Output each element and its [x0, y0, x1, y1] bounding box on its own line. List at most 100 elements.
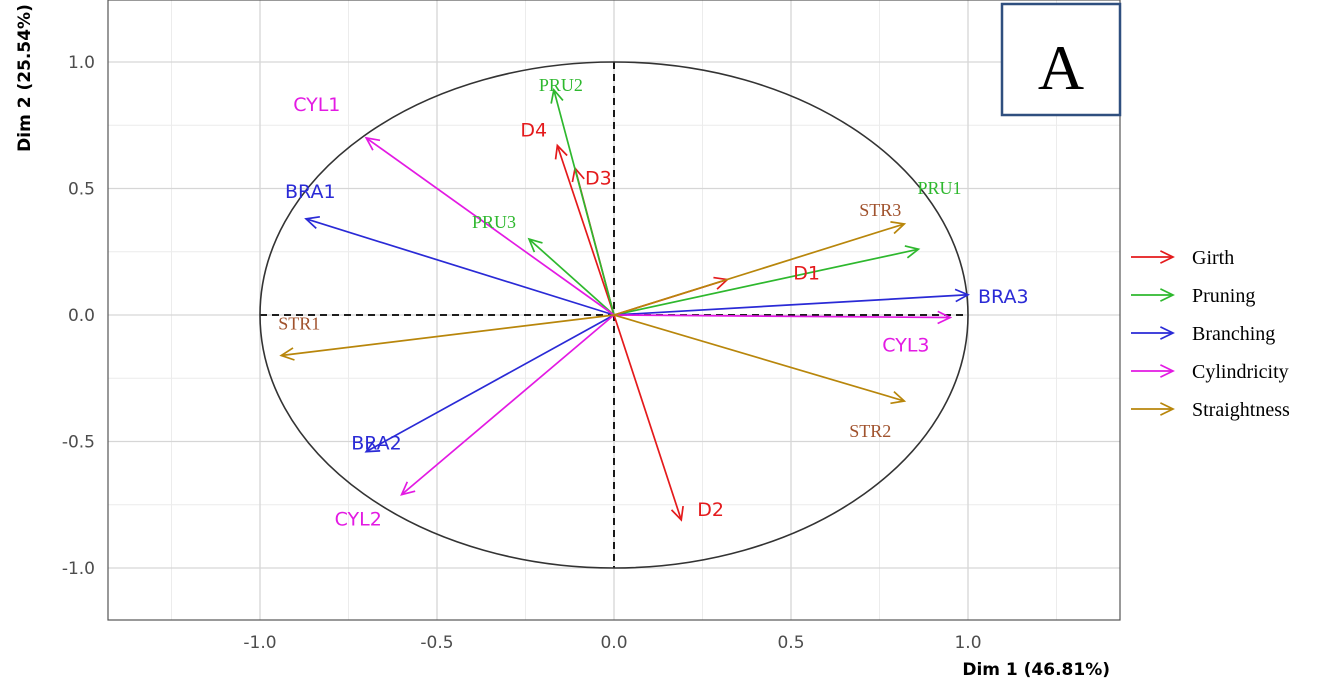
variable-label: BRA1 [285, 181, 336, 203]
arrow-bra1-head [304, 215, 320, 230]
y-axis-title: Dim 2 (25.54%) [15, 4, 35, 152]
arrow-bra2-shaft [365, 314, 615, 453]
legend-label: Branching [1192, 323, 1275, 345]
variable-label: CYL1 [293, 94, 340, 116]
variable-label: CYL2 [335, 509, 382, 531]
legend-key-girth [1131, 250, 1175, 264]
x-axis-title: Dim 1 (46.81%) [962, 660, 1110, 680]
arrow-str3-shaft [613, 223, 905, 316]
variable-label: PRU1 [917, 178, 961, 198]
arrow-cyl2-head [400, 481, 416, 496]
y-tick-label: 0.5 [68, 180, 95, 200]
arrow-pru3-shaft [528, 238, 615, 316]
arrow-cyl1-shaft [365, 137, 615, 316]
variable-label: CYL3 [882, 335, 929, 357]
arrow-bra1 [304, 215, 615, 316]
arrow-str1-shaft [281, 314, 615, 357]
panel-label-box: A [1000, 2, 1122, 117]
variable-label: D1 [793, 263, 820, 285]
variable-label: BRA2 [351, 433, 402, 455]
arrow-cyl3-head [937, 310, 953, 325]
arrow-pru3 [527, 237, 615, 316]
arrow-pru3-head [527, 237, 543, 253]
panel-label: A [1038, 32, 1084, 103]
legend-key-pruning-head [1160, 288, 1175, 302]
variable-label: PRU2 [539, 75, 583, 95]
y-tick-labels: -1.0 -0.5 0.0 0.5 1.0 [62, 53, 95, 579]
arrow-d2-head [670, 505, 684, 522]
variable-label: D2 [697, 499, 724, 521]
legend-item-girth: Girth [1131, 247, 1234, 269]
legend-item-straightness: Straightness [1131, 399, 1290, 421]
arrow-cyl3-shaft [613, 314, 951, 319]
arrow-str3 [613, 221, 907, 316]
variable-label: STR3 [859, 200, 901, 220]
arrow-str3-head [890, 221, 907, 235]
arrow-pru1 [613, 245, 921, 316]
arrow-bra1-shaft [305, 218, 615, 316]
legend-label: Pruning [1192, 285, 1255, 307]
arrow-bra2 [364, 314, 615, 453]
legend-item-cylindricity: Cylindricity [1131, 361, 1289, 383]
legend-item-branching: Branching [1131, 323, 1275, 345]
arrow-cyl3 [613, 310, 953, 325]
legend-label: Girth [1192, 247, 1234, 269]
variable-labels: D1 D2 D3 D4 PRU1 PRU2 PRU3 BRA1 BRA2 BRA3 CYL1 CYL2… [278, 75, 1028, 531]
arrow-str2-head [890, 390, 907, 405]
arrow-bra2-head [364, 439, 381, 453]
arrow-bra3-head [954, 288, 970, 303]
plot-border [107, 0, 1121, 621]
x-tick-label: -0.5 [420, 633, 453, 653]
arrow-bra3-shaft [613, 293, 969, 316]
y-tick-label: 1.0 [68, 53, 95, 73]
arrow-bra3 [613, 288, 970, 316]
arrow-d2-shaft [613, 314, 683, 521]
x-tick-label: 0.5 [777, 633, 804, 653]
arrow-pru2 [550, 87, 615, 316]
arrow-pru1-head [904, 245, 921, 259]
variable-arrows [279, 87, 970, 522]
arrow-d4 [554, 143, 615, 316]
variable-label: D3 [585, 167, 612, 189]
x-tick-labels: -1.0 -0.5 0.0 0.5 1.0 [243, 633, 981, 653]
legend-label: Cylindricity [1192, 361, 1289, 383]
legend-key-branching-head [1160, 326, 1175, 340]
arrow-str2-shaft [613, 314, 905, 402]
legend-item-pruning: Pruning [1131, 285, 1255, 307]
x-tick-label: -1.0 [243, 633, 276, 653]
arrow-cyl2-shaft [401, 314, 615, 496]
variable-label: D4 [520, 119, 547, 141]
legend-key-pruning [1131, 288, 1175, 302]
legend-key-straightness-head [1160, 402, 1175, 416]
legend-key-straightness [1131, 402, 1175, 416]
y-tick-label: 0.0 [68, 306, 95, 326]
legend-key-branching [1131, 326, 1175, 340]
arrow-str2 [613, 314, 907, 405]
legend-key-cylindricity [1131, 364, 1175, 378]
legend-key-girth-head [1160, 250, 1175, 264]
x-tick-label: 0.0 [600, 633, 627, 653]
arrow-pru1-shaft [613, 248, 919, 316]
arrow-str1-head [279, 347, 295, 361]
variable-label: STR1 [278, 313, 320, 333]
arrow-cyl1 [364, 136, 615, 316]
arrow-pru2-shaft [552, 89, 615, 316]
arrow-d4-head [554, 143, 568, 160]
arrow-pru2-head [550, 87, 564, 104]
variable-label: BRA3 [978, 286, 1029, 308]
arrow-cyl2 [400, 314, 615, 496]
variable-label: PRU3 [472, 212, 516, 232]
y-tick-label: -0.5 [62, 433, 95, 453]
arrow-str1 [279, 314, 615, 361]
variable-label: STR2 [849, 421, 891, 441]
legend-label: Straightness [1192, 399, 1290, 421]
legend: Girth Pruning Branching Cylindricity Straigh… [1131, 247, 1290, 421]
unit-circle [259, 61, 969, 569]
arrow-d2 [613, 314, 684, 522]
legend-key-cylindricity-head [1160, 364, 1175, 378]
arrow-d4-shaft [556, 145, 615, 316]
y-tick-label: -1.0 [62, 559, 95, 579]
arrow-cyl1-head [364, 136, 381, 151]
x-tick-label: 1.0 [954, 633, 981, 653]
